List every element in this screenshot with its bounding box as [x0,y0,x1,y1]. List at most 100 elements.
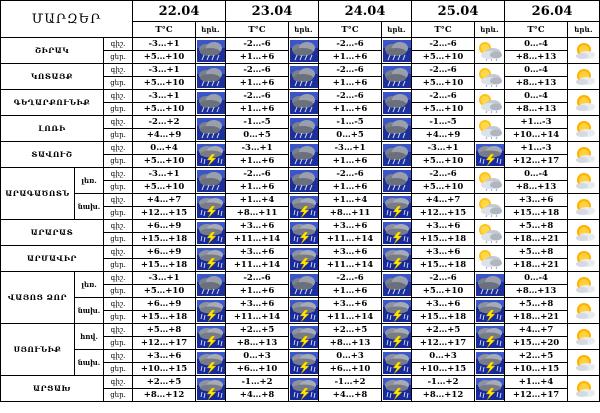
temperature-value: -2…-6 [411,37,476,51]
sun-cloud-icon [570,196,598,218]
temperature-value: +5…+10 [411,154,476,168]
temperature-value: +1…+4 [318,193,383,207]
period-label: ցեր. [102,76,134,90]
temperature-value: -3…+1 [318,141,383,155]
partly-cloudy-icon [476,170,504,192]
temperature-value: +1…+6 [318,50,383,64]
period-label: գիշ. [102,63,134,77]
weather-icon-cell [474,219,506,246]
sun-cloud-icon [570,352,598,374]
cloud-rain-icon [196,39,225,62]
weather-icon-cell [195,115,227,142]
temperature-value: +11…+14 [318,258,383,272]
temperature-value: +4…+9 [132,128,197,142]
forecast-row: ցեր. +12…+15 +8…+11 +8…+11 +12…+15 +15…+18 [1,206,600,220]
temperature-value: +6…+9 [132,245,197,259]
temperature-value: +3…+6 [225,297,290,311]
weather-icon-cell [381,193,413,220]
weather-icon-cell [567,323,600,350]
cloud-rain-icon [289,91,318,114]
weather-icon-cell [567,167,600,194]
temperature-value: -1…+2 [318,375,383,389]
temperature-value: +8…+11 [318,206,383,220]
weather-icon-cell [288,141,320,168]
temperature-value: +5…+10 [411,50,476,64]
temperature-value: +3…+6 [318,219,383,233]
temperature-value: +2…+5 [225,323,290,337]
temperature-value: +11…+14 [318,310,383,324]
weather-icon-cell [381,115,413,142]
period-label: գիշ. [102,167,134,181]
date-header: 23.04 [225,0,320,22]
weather-icon-cell [567,219,600,246]
weather-icon-cell [195,219,227,246]
thunder-rain-icon [289,299,318,322]
thunder-rain-icon [289,377,318,400]
period-label: ցեր. [102,50,134,64]
weather-icon-cell [195,323,227,350]
region-name: ՎԱՅՈՑ ՁՈՐ [0,271,75,324]
temperature-value: +3…+6 [411,297,476,311]
temperature-value: +6…+10 [318,362,383,376]
regions-header: ՄԱՐԶԵՐ [0,0,134,38]
weather-icon-cell [474,37,506,64]
temperature-value: +5…+8 [132,323,197,337]
weather-icon-cell [195,271,227,298]
cloud-rain-icon [382,143,411,166]
temp-col-header: T°C [225,21,290,38]
temperature-value: +2…+5 [504,349,569,363]
temperature-value: -1…+2 [225,375,290,389]
thunder-rain-icon [196,143,225,166]
sun-cloud-icon [570,248,598,270]
temperature-value: +10…+14 [504,128,569,142]
thunder-rain-icon [382,351,411,374]
temperature-value: +3…+6 [132,349,197,363]
period-label: գիշ. [102,89,134,103]
weather-icon-cell [567,297,600,324]
temperature-value: -1…-5 [318,115,383,129]
weather-icon-cell [567,375,600,402]
temperature-value: +1…+6 [225,76,290,90]
partly-cloudy-icon [476,40,504,62]
weather-icon-cell [288,167,320,194]
temperature-value: 0…-4 [504,89,569,103]
date-header: 26.04 [504,0,600,22]
subregion-label: նախ. [74,193,104,220]
weather-icon-cell [195,89,227,116]
period-label: գիշ. [102,141,134,155]
temperature-value: +5…+10 [132,284,197,298]
thunder-rain-icon [382,325,411,348]
region-name: ԱՐՑԱԽ [0,375,104,402]
weather-icon-cell [195,375,227,402]
temperature-value: +15…+20 [504,336,569,350]
forecast-row: ԼՈՌԻ գիշ. -2…+2 -1…-5 -1…-5 -1…-5 +1…-3 [0,115,600,142]
temperature-value: +8…+13 [225,336,290,350]
temperature-value: +15…+18 [411,232,476,246]
temperature-value: -2…-6 [411,63,476,77]
thunder-rain-icon [382,221,411,244]
forecast-row: ԿՈՏԱՅՔ գիշ. -3…+1 -2…-6 -2…-6 -2…-6 0…-4 [0,63,600,90]
temperature-value: -2…-6 [225,167,290,181]
subregion-label: նախ. [74,349,104,376]
forecast-row: ՏԱՎՈՒՇ գիշ. 0…+4 -3…+1 -3…+1 -3…+1 +1…-3 [0,141,600,168]
temperature-value: 0…+3 [318,349,383,363]
weather-icon-cell [474,141,506,168]
temperature-value: +8…+13 [504,50,569,64]
thunder-rain-icon [475,377,504,400]
partly-cloudy-icon [476,118,504,140]
weather-icon-cell [288,63,320,90]
temperature-value: +4…+8 [225,388,290,402]
period-label: գիշ. [102,37,134,51]
period-label: ցեր. [102,310,134,324]
sun-cloud-icon [570,222,598,244]
temperature-value: +12…+15 [132,206,197,220]
weather-icon-cell [567,271,600,298]
cloud-rain-icon [289,39,318,62]
temperature-value: +5…+10 [411,102,476,116]
header-row-dates: ՄԱՐԶԵՐ 22.04 23.04 24.04 25.04 26.04 [0,0,600,38]
weather-icon-cell [567,193,600,220]
subregion-label: հով. [74,323,104,350]
weather-icon-cell [288,245,320,272]
weather-icon-cell [474,245,506,272]
